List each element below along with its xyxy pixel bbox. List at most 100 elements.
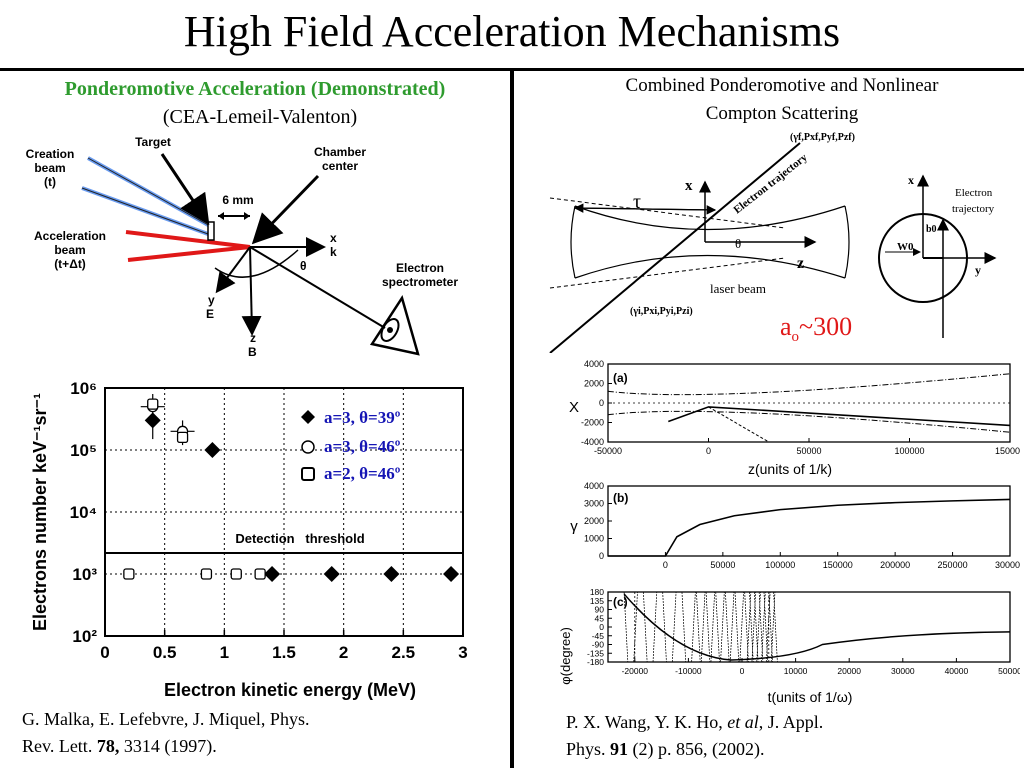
creation-beam-label-3: (t) — [44, 175, 56, 189]
theta-label: θ — [300, 259, 307, 273]
spectrometer-label-1: Electron — [396, 261, 444, 275]
x-tick-label: 2 — [339, 643, 348, 662]
laser-beam-label: laser beam — [710, 281, 766, 296]
x-tick-label: 0 — [706, 446, 711, 456]
data-point-square — [123, 568, 135, 580]
x-tick-label: 50000 — [998, 666, 1020, 676]
cross-x-label: x — [908, 173, 914, 187]
y-tick-label: -135 — [587, 648, 604, 658]
y-tick-label: -180 — [587, 657, 604, 667]
axis-z-arrow — [241, 246, 262, 336]
axis-k-label: k — [330, 245, 337, 259]
left-citation: G. Malka, E. Lefebvre, J. Miquel, Phys. … — [22, 706, 482, 760]
data-point-square — [147, 398, 159, 410]
x-tick-label: 0 — [663, 560, 668, 570]
data-point-diamond — [264, 566, 281, 582]
x-tick-label: 150000 — [995, 446, 1020, 456]
left-citation-journal: Rev. Lett. — [22, 736, 97, 756]
right-citation-journal: , J. Appl. — [758, 712, 824, 732]
acceleration-beam-label-3: (t+Δt) — [54, 257, 86, 271]
x-tick-label: 10000 — [784, 666, 808, 676]
cross-y-label: y — [975, 263, 981, 277]
axis-z-label: z — [250, 331, 256, 345]
x-tick-label: 20000 — [837, 666, 861, 676]
y-tick-label: 3000 — [584, 499, 604, 509]
setup-schematic: Creation beam (t) Target Chamber center … — [26, 135, 459, 359]
detection-threshold-label: Detection threshold — [235, 531, 364, 546]
axis-y-label: y — [208, 293, 215, 307]
legend-marker-square — [301, 467, 315, 481]
data-point-square — [254, 568, 266, 580]
legend-entry-1: a=3, θ=39º — [324, 408, 401, 427]
angle-theta-label: θ — [735, 236, 741, 251]
phase-oscillation — [623, 591, 778, 663]
spectrometer-label-2: spectrometer — [382, 275, 458, 289]
y-tick-label: -2000 — [581, 418, 604, 428]
left-chart-frame — [104, 387, 464, 637]
a0-label: ao~300 — [780, 312, 852, 346]
left-citation-volume: 78, — [96, 736, 120, 756]
page-title: High Field Acceleration Mechanisms — [183, 7, 841, 56]
legend-marker-circle — [301, 440, 315, 454]
plot-c-xlabel: t(units of 1/ω) — [768, 689, 853, 705]
a0-text: ao~300 — [780, 312, 853, 346]
creation-beam-label-1: Creation — [26, 147, 75, 161]
x-tick-label: 0 — [740, 666, 745, 676]
right-citation: P. X. Wang, Y. K. Ho, et al, J. Appl. Ph… — [566, 709, 1006, 763]
y-tick-label: 2000 — [584, 379, 604, 389]
beam-envelope-upper — [607, 373, 1011, 396]
x-axis-label: x — [685, 178, 693, 194]
y-tick-label: 4000 — [584, 481, 604, 491]
plot-a-xlabel: z(units of 1/k) — [748, 461, 832, 477]
legend-entry-3: a=2, θ=46º — [324, 464, 401, 483]
right-citation-pages: (2) p. 856, (2002). — [628, 739, 765, 759]
axis-B-label: B — [248, 345, 257, 359]
right-citation-line2: Phys. 91 (2) p. 856, (2002). — [566, 736, 1006, 763]
acceleration-beam-label-2: beam — [54, 243, 85, 257]
x-tick-label: 1.5 — [272, 643, 296, 662]
y-tick-label: 2000 — [584, 516, 604, 526]
cross-trajectory-label-2: trajectory — [952, 203, 995, 215]
x-tick-label: -50000 — [594, 446, 622, 456]
y-tick-label: 180 — [590, 587, 604, 597]
plot-b-ylabel: γ — [570, 518, 578, 535]
x-tick-label: 50000 — [710, 560, 735, 570]
y-tick-label: 0 — [599, 398, 604, 408]
x-tick-label: 1 — [220, 643, 229, 662]
x-tick-label: 300000 — [995, 560, 1020, 570]
y-tick-label: -90 — [592, 640, 605, 650]
x-tick-label: 150000 — [823, 560, 853, 570]
left-chart-ylabel: Electrons number keV⁻¹sr⁻¹ — [30, 393, 50, 631]
right-heading-line2: Compton Scattering — [705, 103, 859, 124]
y-tick-label: 10⁵ — [70, 441, 97, 460]
target-foil — [207, 221, 215, 241]
axis-E-label: E — [206, 307, 214, 321]
electron-spectrum-chart: 10² 10³ 10⁴ 10⁵ 10⁶ 0 0.5 1 1.5 2 2.5 3 Detection t… — [30, 379, 468, 700]
deflected-curve — [708, 406, 770, 443]
data-point-square — [200, 568, 213, 580]
x-tick-label: -10000 — [675, 666, 702, 676]
w0-label: W0 — [897, 241, 914, 253]
chamber-pointer — [251, 174, 320, 245]
cross-trajectory-label-1: Electron — [955, 187, 993, 199]
y-tick-label: 10⁶ — [70, 379, 97, 398]
electron-trajectory-line — [549, 142, 801, 353]
right-citation-authors: P. X. Wang, Y. K. Ho, — [566, 712, 728, 732]
right-citation-etal: et al — [727, 712, 759, 732]
plot-frame — [607, 591, 1011, 663]
data-point-diamond — [443, 566, 460, 582]
left-citation-pages: 3314 (1997). — [119, 736, 217, 756]
y-tick-label: -45 — [592, 631, 605, 641]
right-heading-line1: Combined Ponderomotive and Nonlinear — [625, 75, 939, 96]
plot-c-ylabel: φ(degree) — [558, 627, 573, 685]
phase-curve — [623, 593, 1011, 661]
distance-label: 6 mm — [222, 193, 253, 207]
x-tick-label: 0.5 — [153, 643, 177, 662]
y-tick-label: 135 — [590, 596, 604, 606]
x-tick-label: -20000 — [622, 666, 649, 676]
b0-label: b0 — [926, 224, 937, 235]
theta-arc — [214, 249, 299, 278]
right-citation-volume: 91 — [610, 739, 629, 759]
data-point-diamond — [204, 442, 221, 458]
